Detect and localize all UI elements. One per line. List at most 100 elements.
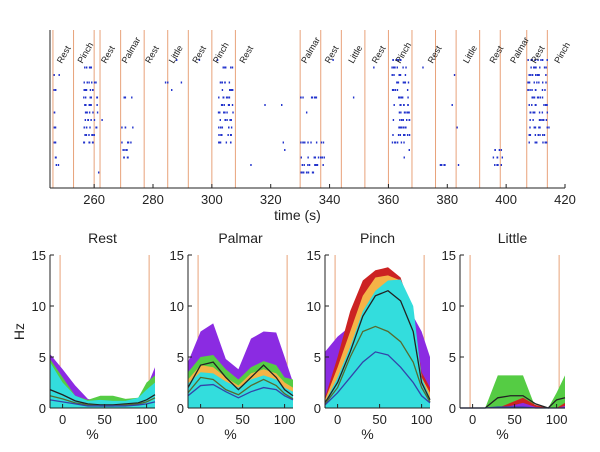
spike-mark: [84, 119, 87, 121]
spike-mark: [88, 111, 91, 114]
spike-mark: [228, 81, 231, 84]
spike-mark: [440, 164, 443, 166]
panel-x-tick-label: 100: [274, 412, 296, 427]
raster-x-axis-label: time (s): [274, 207, 321, 223]
panel-x-tick-label: 100: [546, 412, 568, 427]
panel-title: Pinch: [360, 230, 395, 246]
rate-area-series: [460, 375, 565, 408]
spike-mark: [352, 96, 355, 99]
spike-mark: [306, 171, 308, 174]
spike-mark: [533, 66, 536, 69]
spike-mark: [93, 134, 95, 136]
spike-mark: [57, 164, 60, 166]
spike-mark: [492, 156, 495, 159]
spike-mark: [404, 134, 406, 136]
spike-mark: [58, 74, 60, 76]
spike-mark: [221, 104, 224, 106]
spike-mark: [282, 141, 285, 144]
spike-mark: [535, 66, 537, 69]
spike-mark: [393, 104, 395, 106]
spike-mark: [300, 171, 302, 174]
spike-mark: [53, 141, 55, 144]
spike-mark: [529, 126, 531, 129]
panel-x-tick-label: 100: [411, 412, 433, 427]
spike-mark: [500, 164, 503, 166]
spike-mark: [230, 89, 232, 91]
spike-mark: [101, 119, 103, 121]
spike-mark: [529, 89, 531, 91]
raster-x-tick-label: 280: [142, 192, 164, 207]
spike-mark: [407, 81, 410, 84]
spike-mark: [307, 156, 309, 159]
spike-mark: [89, 126, 91, 129]
spike-mark: [230, 66, 232, 69]
spike-mark: [220, 104, 223, 106]
spike-mark: [218, 141, 220, 144]
raster-x-tick-label: 300: [201, 192, 223, 207]
panel-x-tick-label: 50: [97, 412, 111, 427]
rate-line-series: [324, 351, 431, 406]
spike-mark: [405, 126, 407, 129]
spike-mark: [96, 111, 99, 114]
spike-mark: [85, 126, 88, 129]
spike-mark: [84, 89, 87, 91]
spike-mark: [314, 156, 317, 159]
spike-mark: [300, 141, 302, 144]
panel-y-tick-label: 5: [314, 350, 321, 365]
spike-mark: [396, 141, 399, 144]
spike-mark: [531, 74, 534, 76]
rate-panel-pinch: Pinch 0 5 10 15 0 50 100%: [307, 230, 433, 442]
spike-mark: [397, 134, 400, 136]
spike-mark: [250, 164, 252, 166]
spike-mark: [538, 119, 541, 121]
spike-mark: [227, 104, 230, 106]
panel-y-tick-label: 10: [442, 299, 456, 314]
spike-mark: [228, 126, 230, 129]
spike-mark: [406, 134, 409, 136]
spike-mark: [400, 111, 402, 114]
spike-raster-plot: Rest Pinch Rest Palmar Rest Little Rest Pinch Re…: [49, 30, 576, 223]
spike-mark: [534, 134, 537, 136]
spike-mark: [315, 96, 318, 99]
spike-mark: [126, 149, 128, 151]
spike-mark: [451, 104, 453, 106]
spike-mark: [224, 81, 226, 84]
spike-mark: [546, 111, 549, 114]
spike-mark: [88, 81, 90, 84]
spike-mark: [535, 141, 538, 144]
panel-title: Rest: [88, 230, 117, 246]
spike-mark: [88, 134, 90, 136]
spike-mark: [311, 171, 314, 174]
spike-mark: [232, 111, 234, 114]
spike-mark: [228, 104, 230, 106]
spike-mark: [545, 81, 547, 84]
spike-mark: [408, 134, 411, 136]
spike-mark: [536, 96, 539, 99]
spike-mark: [314, 164, 316, 166]
spike-mark: [546, 126, 548, 129]
spike-mark: [539, 96, 542, 99]
spike-mark: [313, 156, 315, 159]
rate-line-series: [187, 376, 294, 400]
spike-mark: [545, 119, 548, 121]
spike-mark: [402, 66, 404, 69]
panel-y-tick-label: 15: [32, 248, 46, 263]
spike-mark: [533, 81, 535, 84]
spike-mark: [89, 104, 91, 106]
spike-mark: [401, 126, 403, 129]
panel-x-tick-label: 0: [197, 412, 204, 427]
spike-mark: [494, 164, 496, 166]
spike-mark: [406, 89, 409, 91]
spike-mark: [407, 104, 409, 106]
raster-x-tick-label: 340: [319, 192, 341, 207]
raster-x-tick-label: 320: [260, 192, 282, 207]
spike-mark: [527, 89, 529, 91]
spike-mark: [543, 104, 545, 106]
spike-mark: [396, 59, 398, 61]
spike-mark: [130, 141, 132, 144]
spike-mark: [534, 89, 537, 91]
spike-mark: [83, 141, 85, 144]
spike-mark: [545, 104, 547, 106]
spike-mark: [123, 156, 125, 159]
